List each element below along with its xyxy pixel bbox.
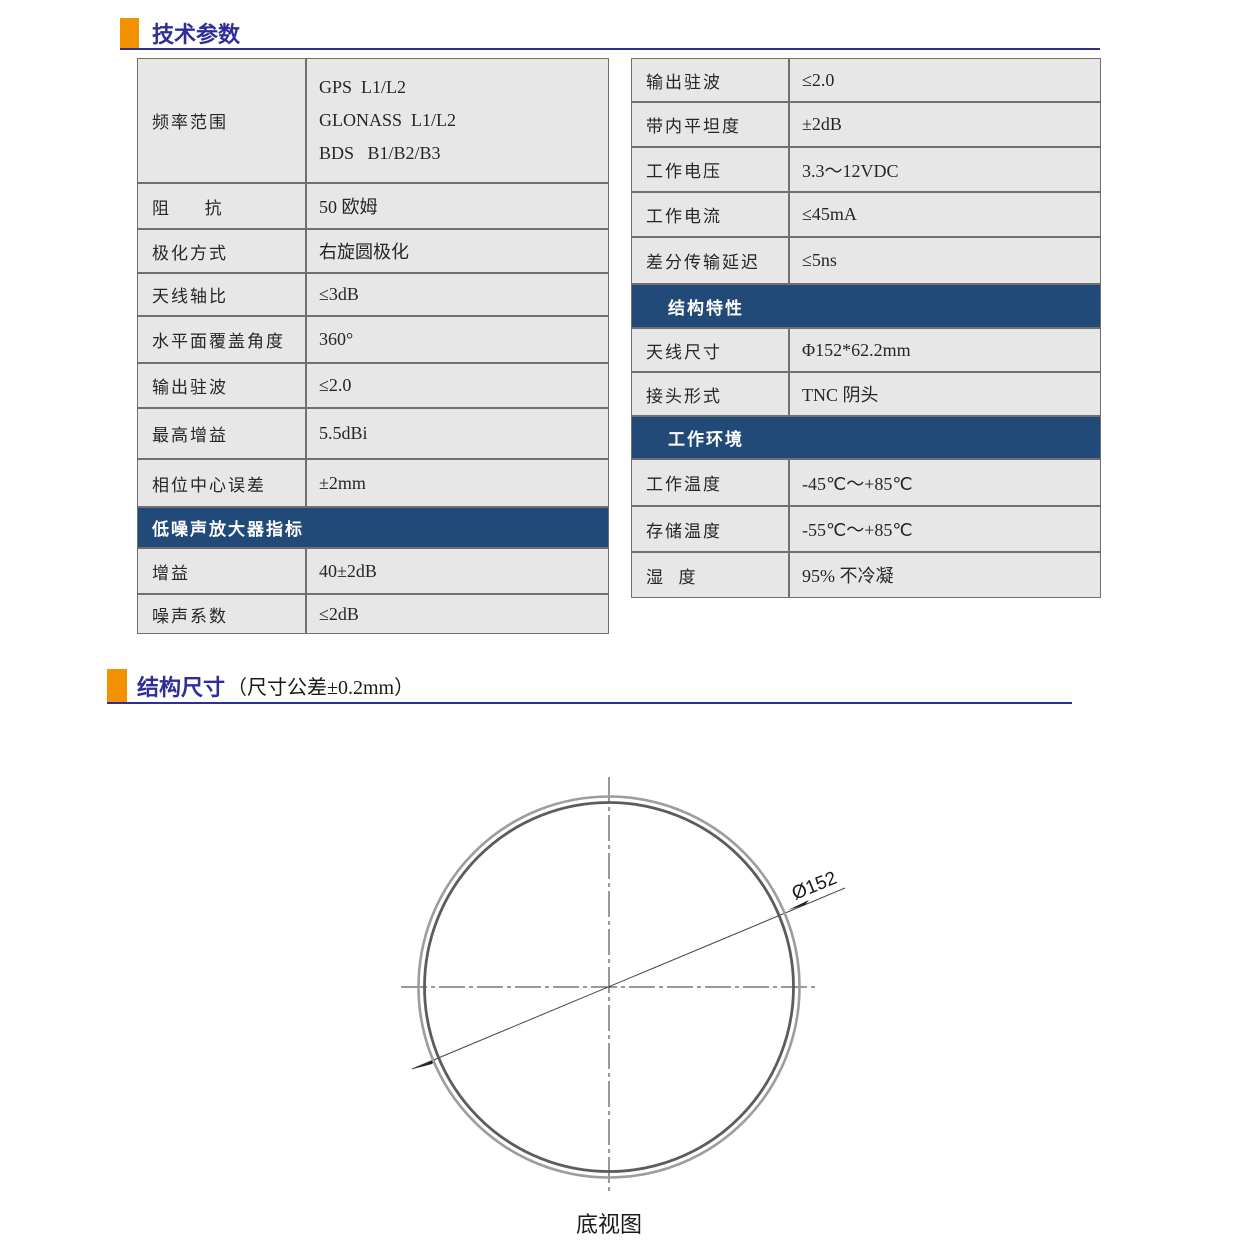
svg-text:底视图: 底视图	[576, 1212, 642, 1237]
svg-text:Ø152: Ø152	[789, 868, 840, 905]
